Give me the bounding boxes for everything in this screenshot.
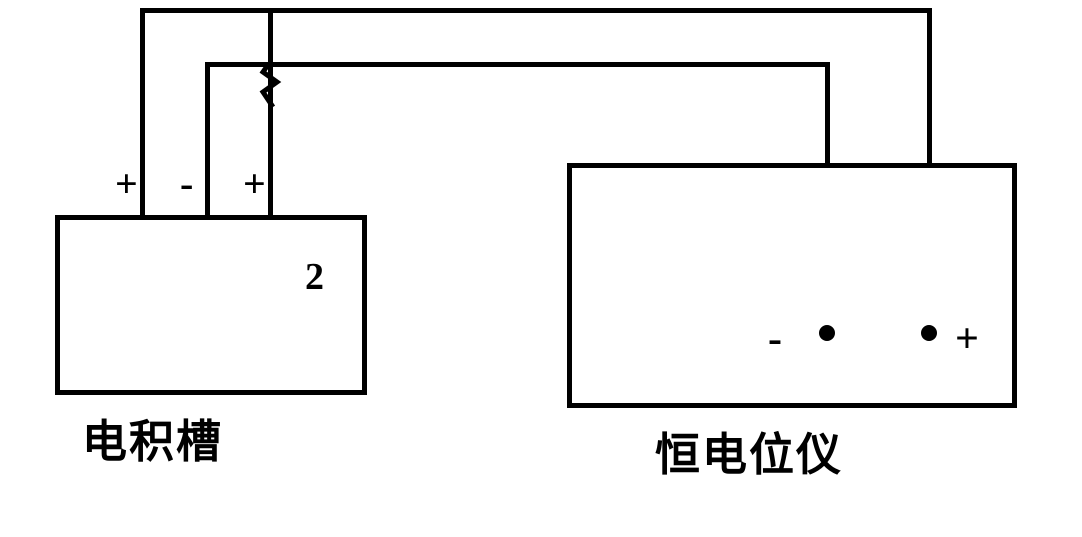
electrodeposition-tank-label: 电积槽 (82, 405, 223, 470)
wire-squiggle (255, 62, 285, 107)
electrode-middle-minus-symbol: - (180, 160, 193, 207)
potentiostat-label: 恒电位仪 (655, 418, 843, 483)
electrode-left-plus-symbol: + (115, 160, 138, 207)
terminal-minus-symbol: - (768, 315, 782, 363)
wire-inner-top-horizontal (205, 62, 830, 67)
electrodeposition-tank-box (55, 215, 367, 395)
terminal-plus-symbol: + (955, 315, 979, 363)
wire-outer-top-horizontal (140, 8, 932, 13)
electrode-right-plus-symbol: + (243, 160, 266, 207)
terminal-minus-dot (819, 325, 835, 341)
potentiostat-box (567, 163, 1017, 408)
terminal-plus-dot (921, 325, 937, 341)
tank-inner-number: 2 (305, 255, 324, 299)
